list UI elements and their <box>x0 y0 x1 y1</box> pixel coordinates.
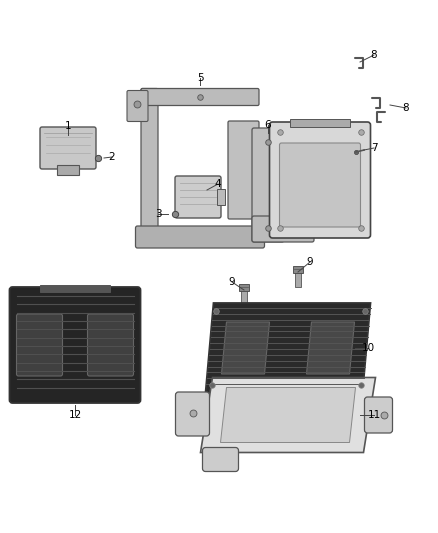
Polygon shape <box>220 387 356 442</box>
Text: 9: 9 <box>307 257 313 267</box>
Text: 1: 1 <box>65 121 71 131</box>
FancyBboxPatch shape <box>175 176 221 218</box>
Bar <box>295 272 301 287</box>
FancyBboxPatch shape <box>141 88 158 231</box>
FancyBboxPatch shape <box>279 143 360 227</box>
Bar <box>290 119 350 127</box>
Text: 9: 9 <box>229 277 235 287</box>
FancyBboxPatch shape <box>88 314 134 376</box>
Text: 6: 6 <box>265 120 271 130</box>
Text: 8: 8 <box>371 50 377 60</box>
FancyBboxPatch shape <box>202 448 239 472</box>
Bar <box>217 189 225 205</box>
Polygon shape <box>307 322 354 374</box>
Bar <box>241 290 247 305</box>
Text: 11: 11 <box>367 410 381 420</box>
Bar <box>239 284 249 291</box>
Bar <box>57 165 79 175</box>
Polygon shape <box>201 377 375 453</box>
Text: 10: 10 <box>361 343 374 353</box>
FancyBboxPatch shape <box>252 216 314 242</box>
Text: 2: 2 <box>109 152 115 162</box>
FancyBboxPatch shape <box>17 314 63 376</box>
FancyBboxPatch shape <box>364 397 392 433</box>
FancyBboxPatch shape <box>269 122 371 238</box>
Text: 5: 5 <box>197 73 203 83</box>
Text: 3: 3 <box>155 209 161 219</box>
Text: 7: 7 <box>371 143 377 153</box>
Text: 8: 8 <box>403 103 410 113</box>
FancyBboxPatch shape <box>135 226 265 248</box>
FancyBboxPatch shape <box>228 121 259 219</box>
FancyBboxPatch shape <box>40 127 96 169</box>
FancyBboxPatch shape <box>10 287 141 403</box>
Bar <box>293 266 303 273</box>
Text: 12: 12 <box>68 410 81 420</box>
FancyBboxPatch shape <box>127 91 148 122</box>
Polygon shape <box>222 322 269 374</box>
FancyBboxPatch shape <box>252 128 284 242</box>
Text: 4: 4 <box>215 179 221 189</box>
Polygon shape <box>205 303 371 393</box>
Bar <box>40 285 110 292</box>
FancyBboxPatch shape <box>176 392 209 436</box>
FancyBboxPatch shape <box>141 88 259 106</box>
